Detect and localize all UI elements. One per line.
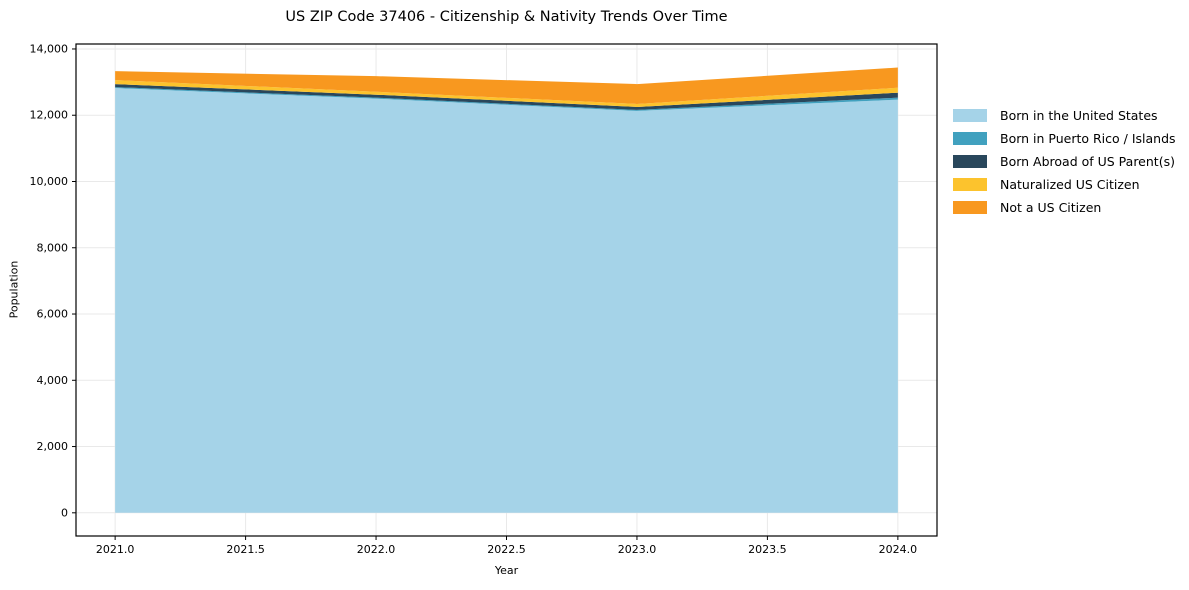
legend-entry: Born in the United States <box>953 104 1176 127</box>
legend-entry: Not a US Citizen <box>953 196 1176 219</box>
y-tick-label: 0 <box>61 506 68 519</box>
y-axis-title: Population <box>7 260 21 319</box>
legend-label: Naturalized US Citizen <box>1000 177 1140 192</box>
legend-swatch <box>953 155 987 168</box>
legend-entry: Born in Puerto Rico / Islands <box>953 127 1176 150</box>
y-tick-label: 10,000 <box>30 175 69 188</box>
x-tick-label: 2023.5 <box>748 543 787 556</box>
legend-swatch <box>953 201 987 214</box>
y-tick-label: 4,000 <box>37 374 69 387</box>
legend-label: Born Abroad of US Parent(s) <box>1000 154 1175 169</box>
y-tick-label: 12,000 <box>30 109 69 122</box>
legend: Born in the United States Born in Puerto … <box>953 104 1176 219</box>
x-tick-label: 2021.0 <box>96 543 135 556</box>
area-series-not-a-us-citizen <box>115 67 898 104</box>
legend-swatch <box>953 109 987 122</box>
y-tick-label: 6,000 <box>37 308 69 321</box>
y-tick-label: 14,000 <box>30 42 69 55</box>
legend-entry: Born Abroad of US Parent(s) <box>953 150 1176 173</box>
legend-label: Born in the United States <box>1000 108 1158 123</box>
x-tick-label: 2024.0 <box>879 543 918 556</box>
x-tick-label: 2022.0 <box>357 543 396 556</box>
chart-title: US ZIP Code 37406 - Citizenship & Nativi… <box>285 9 728 25</box>
legend-swatch <box>953 178 987 191</box>
area-series-born-abroad-of-us-parent-s- <box>115 84 898 110</box>
x-tick-label: 2022.5 <box>487 543 526 556</box>
x-tick-label: 2023.0 <box>618 543 657 556</box>
area-series-naturalized-us-citizen <box>115 80 898 107</box>
legend-label: Not a US Citizen <box>1000 200 1102 215</box>
legend-swatch <box>953 132 987 145</box>
x-axis-title: Year <box>494 564 519 577</box>
legend-label: Born in Puerto Rico / Islands <box>1000 131 1176 146</box>
area-series-born-in-the-united-states <box>115 88 898 513</box>
y-tick-label: 2,000 <box>37 440 69 453</box>
y-tick-label: 8,000 <box>37 241 69 254</box>
x-tick-label: 2021.5 <box>226 543 265 556</box>
legend-entry: Naturalized US Citizen <box>953 173 1176 196</box>
